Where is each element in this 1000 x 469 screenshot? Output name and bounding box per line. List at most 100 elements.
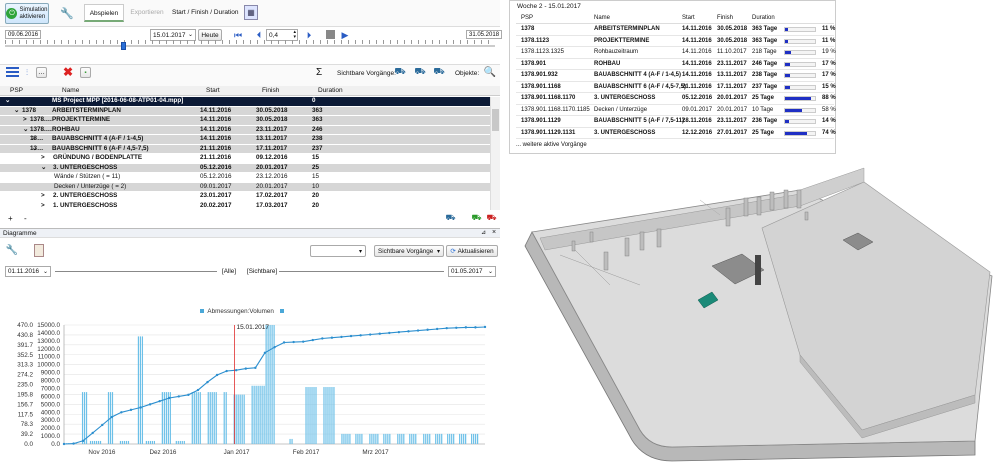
model-3d-view[interactable] bbox=[500, 150, 1000, 469]
expand-toggle-icon[interactable]: ⌄ bbox=[32, 144, 38, 152]
table-row[interactable]: >13… BAUABSCHNITT 4 (A-F / 1-4,5) 14.11.20… bbox=[0, 135, 490, 144]
footer-icon-2[interactable]: ⛟ bbox=[471, 212, 482, 222]
progress-bar bbox=[784, 61, 816, 67]
volume-bar bbox=[167, 392, 169, 444]
expand-toggle-icon[interactable]: ⌄ bbox=[5, 97, 11, 104]
pin-icon[interactable]: ⊿ bbox=[481, 230, 487, 236]
table-row[interactable]: ⌄ 1378 ARBEITSTERMINPLAN 14.11.2016 30.05.20… bbox=[0, 106, 490, 115]
expand-toggle-icon[interactable]: ⌄ bbox=[14, 106, 20, 114]
filter-visible-link[interactable]: [Sichtbare] bbox=[247, 268, 278, 275]
visible-tasks-select-label: Sichtbare Vorgänge bbox=[378, 247, 434, 255]
grid-scrollbar[interactable] bbox=[490, 97, 500, 210]
table-row[interactable]: Wände / Stützen ( = 11) 05.12.2016 23.12.2… bbox=[0, 173, 490, 182]
table-row[interactable]: Decken / Unterzüge ( = 2) 09.01.2017 20.01… bbox=[0, 182, 490, 191]
table-row[interactable]: ⌄ 3. UNTERGESCHOSS 05.12.2016 20.01.2017 25 bbox=[0, 163, 490, 172]
footer-icon-3[interactable]: ⛟ bbox=[486, 212, 497, 222]
step-back-icon[interactable]: ⏴ bbox=[256, 29, 262, 40]
filter-icon-2[interactable]: ⛟ bbox=[414, 66, 426, 76]
expand-toggle-icon[interactable]: > bbox=[41, 192, 45, 199]
remove-row-button[interactable]: - bbox=[24, 214, 27, 223]
popup-row-psp: 1378.901.1168 bbox=[521, 83, 561, 90]
play-icon[interactable]: ▶ bbox=[341, 29, 349, 40]
timeline-slider-handle[interactable] bbox=[121, 42, 126, 50]
expand-toggle-icon[interactable]: ⌄ bbox=[41, 163, 47, 171]
export-icon[interactable]: ▪ bbox=[80, 67, 91, 78]
volume-bar bbox=[259, 385, 261, 444]
x-axis-tick: Nov 2016 bbox=[88, 449, 115, 456]
volume-bar bbox=[85, 392, 88, 444]
add-row-button[interactable]: + bbox=[8, 214, 13, 223]
popup-col-name: Name bbox=[594, 15, 611, 21]
col-start[interactable]: Start bbox=[206, 87, 220, 94]
popup-row-start: 14.11.2016 bbox=[682, 72, 712, 78]
right-axis-tick: 9000.0 bbox=[41, 370, 61, 377]
wrench-icon[interactable]: 🔧 bbox=[60, 7, 74, 20]
x-axis-tick: Mrz 2017 bbox=[362, 449, 389, 456]
left-axis-tick: 313.3 bbox=[17, 362, 33, 369]
expand-toggle-icon[interactable]: ⌄ bbox=[23, 125, 29, 133]
table-row[interactable]: ⌄ 1378.… ROHBAU 14.11.2016 23.11.2017 246 bbox=[0, 125, 490, 134]
popup-row-finish: 13.11.2017 bbox=[717, 72, 747, 78]
date-from-value: 01.11.2016 bbox=[8, 268, 40, 275]
timeline-track[interactable] bbox=[5, 45, 495, 47]
popup-row-finish: 23.11.2017 bbox=[717, 60, 747, 67]
filter-icon-1[interactable]: ⛟ bbox=[394, 66, 406, 76]
date-to-select[interactable]: 01.05.2017 ⌄ bbox=[448, 266, 496, 277]
expand-toggle-icon[interactable]: > bbox=[41, 201, 45, 209]
popup-more[interactable]: ... weitere aktive Vorgänge bbox=[516, 142, 587, 148]
delete-icon[interactable]: ✖ bbox=[62, 65, 74, 79]
skip-start-icon[interactable]: ⏮ bbox=[233, 29, 243, 40]
diagram-type-select[interactable]: ▾ bbox=[310, 245, 366, 257]
collapse-icon[interactable]: … bbox=[36, 67, 47, 78]
diagram-wrench-icon[interactable]: 🔧 bbox=[5, 244, 19, 256]
col-psp[interactable]: PSP bbox=[10, 87, 24, 94]
sigma-icon[interactable]: Σ bbox=[316, 67, 323, 78]
list-view-icon[interactable] bbox=[6, 67, 19, 79]
table-row[interactable]: ⌄ MS Project MPP [2016-06-08-ATP01-04.mpp… bbox=[0, 97, 490, 106]
cumulative-point bbox=[177, 395, 181, 398]
volume-bar bbox=[463, 433, 465, 444]
expand-toggle-icon[interactable]: > bbox=[23, 116, 27, 123]
expand-toggle-icon[interactable]: > bbox=[41, 154, 45, 161]
col-name[interactable]: Name bbox=[62, 87, 80, 94]
step-forward-icon[interactable]: ⏵ bbox=[306, 29, 312, 40]
close-icon[interactable]: × bbox=[492, 229, 497, 236]
popup-row-name: PROJEKTTERMINE bbox=[594, 37, 650, 44]
tab-export[interactable]: Exportieren bbox=[130, 9, 164, 16]
filter-icon-3[interactable]: ⛟ bbox=[433, 66, 445, 76]
save-config-icon[interactable]: ▦ bbox=[244, 5, 258, 20]
tree-icon[interactable]: ⫶ bbox=[26, 68, 28, 77]
cumulative-point bbox=[120, 411, 123, 414]
volume-bar bbox=[369, 433, 371, 444]
col-duration[interactable]: Duration bbox=[318, 87, 343, 94]
date-from-select[interactable]: 01.11.2016 ⌄ bbox=[5, 266, 51, 277]
table-row[interactable]: ⌄ 13… BAUABSCHNITT 6 (A-F / 4,5-7,5) 21.11.… bbox=[0, 144, 490, 153]
cumulative-point bbox=[139, 406, 142, 409]
col-finish[interactable]: Finish bbox=[262, 87, 280, 94]
legend-swatch-2 bbox=[279, 309, 284, 313]
right-axis-tick: 1000.0 bbox=[41, 433, 61, 440]
clipboard-icon[interactable] bbox=[34, 244, 44, 257]
footer-icon-1[interactable]: ⛟ bbox=[445, 212, 456, 222]
table-row[interactable]: >2. UNTERGESCHOSS 23.01.2017 17.02.2017 20 bbox=[0, 192, 490, 201]
grid-scrollbar-thumb[interactable] bbox=[492, 109, 499, 131]
volume-bar bbox=[121, 440, 124, 444]
progress-bar bbox=[784, 107, 816, 113]
volume-bar bbox=[215, 392, 217, 444]
stop-icon[interactable] bbox=[326, 30, 335, 39]
volume-bar bbox=[291, 438, 293, 444]
row-finish: 20.01.2017 bbox=[256, 182, 288, 190]
table-row[interactable]: >1. UNTERGESCHOSS 20.02.2017 17.03.2017 20 bbox=[0, 201, 490, 210]
expand-toggle-icon[interactable]: > bbox=[32, 135, 36, 142]
tab-play[interactable]: Abspielen bbox=[84, 4, 124, 22]
refresh-button[interactable]: ⟳ Aktualisieren bbox=[446, 245, 498, 257]
find-objects-icon[interactable]: 🔍 bbox=[483, 66, 497, 78]
volume-bar bbox=[139, 336, 142, 444]
x-axis-tick: Jan 2017 bbox=[224, 449, 250, 456]
filter-all-link[interactable]: [Alle] bbox=[222, 268, 236, 275]
visible-tasks-select[interactable]: Sichtbare Vorgänge ▾ bbox=[374, 245, 444, 257]
table-row[interactable]: > GRÜNDUNG / BODENPLATTE 21.11.2016 09.12.2… bbox=[0, 154, 490, 163]
row-duration: 246 bbox=[312, 125, 323, 133]
simulation-activate-button[interactable]: ⏻ Simulation aktivieren bbox=[5, 3, 49, 24]
table-row[interactable]: >1378.… PROJEKTTERMINE 14.11.2016 30.05.201… bbox=[0, 116, 490, 125]
